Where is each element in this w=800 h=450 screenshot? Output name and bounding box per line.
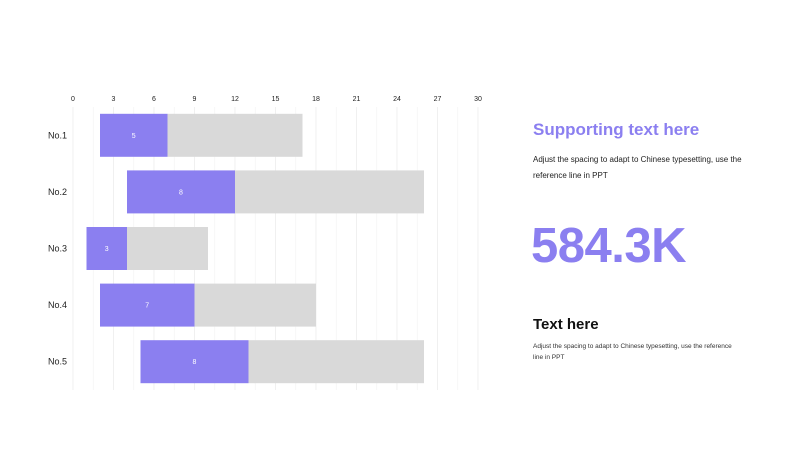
category-label: No.3: [48, 244, 67, 254]
bar-data-label: 7: [145, 303, 149, 310]
x-tick-label: 3: [112, 96, 116, 103]
x-tick-label: 18: [312, 96, 320, 103]
bar-value: [86, 227, 127, 270]
category-label: No.5: [48, 357, 67, 367]
category-label: No.4: [48, 300, 67, 310]
bar-data-label: 8: [179, 189, 183, 196]
x-tick-label: 6: [152, 96, 156, 103]
bar-value: [127, 170, 235, 214]
bar-remaining: [167, 113, 303, 157]
text-body: Adjust the spacing to adapt to Chinese t…: [533, 343, 732, 361]
supporting-heading: Supporting text here: [533, 120, 700, 139]
x-tick-label: 12: [231, 96, 239, 103]
big-number: 584.3K: [531, 219, 687, 273]
x-tick-label: 15: [272, 96, 280, 103]
bar-data-label: 8: [193, 359, 197, 366]
bar-remaining: [194, 283, 316, 327]
bar-value: [100, 283, 195, 327]
x-tick-label: 30: [474, 96, 482, 103]
x-tick-label: 0: [71, 96, 75, 103]
bar-value: [100, 113, 168, 157]
x-tick-label: 24: [393, 96, 401, 103]
x-tick-label: 27: [434, 96, 442, 103]
category-label: No.2: [48, 187, 67, 197]
bar-value: [140, 340, 249, 384]
x-tick-label: 9: [193, 96, 197, 103]
category-label: No.1: [48, 130, 67, 140]
bar-data-label: 3: [105, 246, 109, 253]
text-heading: Text here: [533, 316, 599, 333]
supporting-text: Adjust the spacing to adapt to Chinese t…: [533, 155, 742, 180]
bar-remaining: [248, 340, 424, 384]
bar-remaining: [235, 170, 424, 214]
x-tick-label: 21: [353, 96, 361, 103]
bar-remaining: [127, 227, 208, 270]
bar-data-label: 5: [132, 133, 136, 140]
